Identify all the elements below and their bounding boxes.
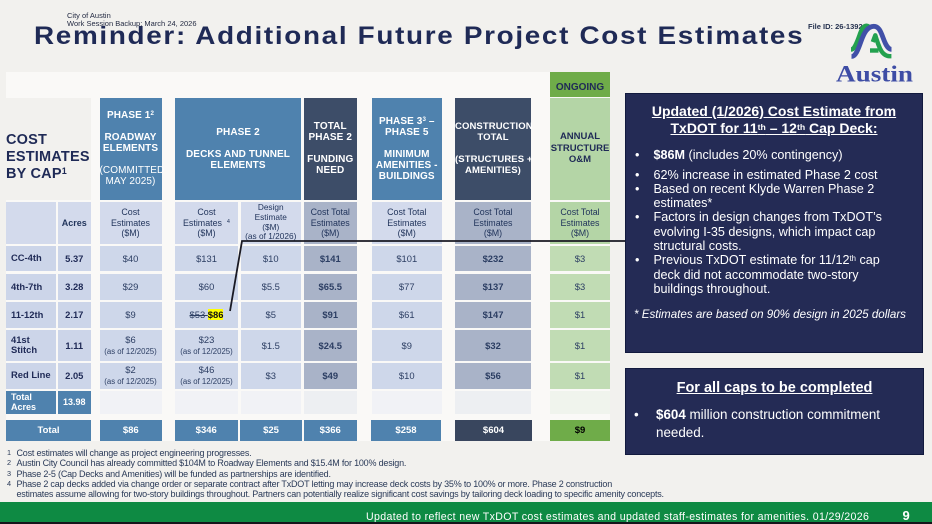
svg-text:Austin: Austin (836, 62, 913, 87)
